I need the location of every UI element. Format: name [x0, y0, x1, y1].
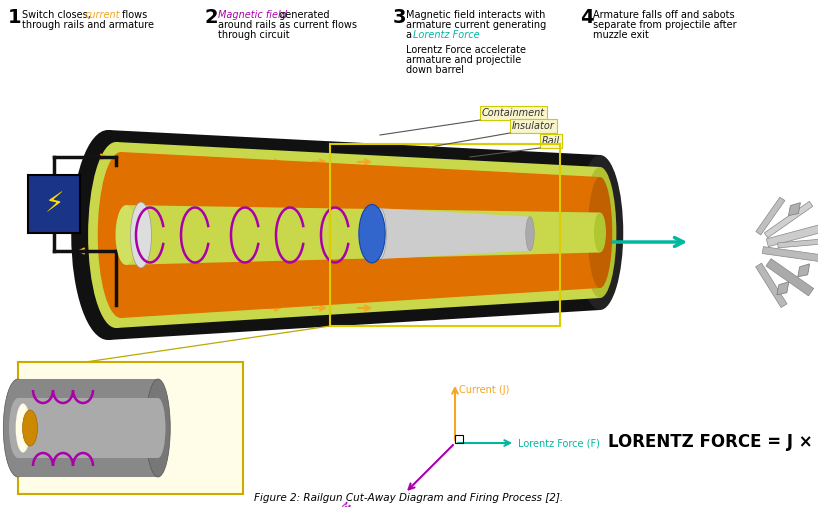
Text: muzzle exit: muzzle exit	[593, 30, 649, 40]
Polygon shape	[778, 238, 818, 248]
Text: armature current generating: armature current generating	[406, 20, 546, 30]
Text: Armature falls off and sabots: Armature falls off and sabots	[593, 10, 735, 20]
Ellipse shape	[71, 130, 145, 340]
Polygon shape	[756, 263, 787, 308]
Ellipse shape	[577, 155, 623, 310]
Ellipse shape	[374, 208, 386, 259]
Text: Magnetic Field (B): Magnetic Field (B)	[339, 501, 403, 507]
Text: a: a	[406, 30, 415, 40]
Text: LORENTZ FORCE = J × B: LORENTZ FORCE = J × B	[608, 433, 818, 451]
Polygon shape	[777, 282, 789, 295]
Ellipse shape	[115, 205, 137, 265]
Ellipse shape	[359, 204, 385, 263]
Text: Rail: Rail	[542, 136, 560, 146]
Ellipse shape	[16, 404, 30, 453]
Polygon shape	[756, 197, 785, 235]
Text: Containment: Containment	[482, 108, 545, 118]
Text: 3: 3	[393, 8, 407, 27]
Ellipse shape	[23, 410, 38, 446]
Ellipse shape	[588, 177, 612, 288]
Text: current: current	[85, 10, 120, 20]
Polygon shape	[764, 201, 813, 238]
Ellipse shape	[88, 142, 144, 328]
Text: Current (J): Current (J)	[459, 385, 510, 395]
Text: Lorentz Force accelerate: Lorentz Force accelerate	[406, 45, 526, 55]
Ellipse shape	[98, 152, 144, 318]
Text: through rails and armature: through rails and armature	[22, 20, 154, 30]
Bar	[18, 362, 243, 494]
Text: around rails as current flows: around rails as current flows	[218, 20, 357, 30]
Text: Insulator: Insulator	[512, 121, 555, 131]
Polygon shape	[762, 246, 818, 263]
Polygon shape	[18, 398, 158, 458]
Text: Switch closes,: Switch closes,	[22, 10, 94, 20]
Text: 4: 4	[580, 8, 594, 27]
Text: Lorentz Force (F): Lorentz Force (F)	[518, 438, 600, 448]
Ellipse shape	[526, 216, 534, 250]
Polygon shape	[798, 264, 810, 277]
Text: ⚡: ⚡	[44, 190, 64, 218]
Polygon shape	[116, 142, 600, 328]
Text: Magnetic field: Magnetic field	[218, 10, 287, 20]
Polygon shape	[380, 208, 530, 259]
Text: 2: 2	[205, 8, 218, 27]
Text: separate from projectile after: separate from projectile after	[593, 20, 737, 30]
Bar	[455, 435, 463, 443]
Polygon shape	[766, 259, 814, 296]
Text: Magnetic field interacts with: Magnetic field interacts with	[406, 10, 546, 20]
Ellipse shape	[3, 379, 33, 477]
Polygon shape	[108, 130, 600, 340]
Polygon shape	[789, 203, 801, 215]
Ellipse shape	[151, 398, 165, 458]
Text: through circuit: through circuit	[218, 30, 290, 40]
Ellipse shape	[583, 167, 617, 298]
Text: armature and projectile: armature and projectile	[406, 55, 521, 65]
Ellipse shape	[131, 202, 151, 268]
Bar	[28, 175, 80, 233]
Ellipse shape	[146, 379, 170, 477]
Ellipse shape	[9, 398, 27, 458]
Bar	[330, 144, 560, 326]
Text: generated: generated	[276, 10, 330, 20]
Polygon shape	[766, 224, 818, 247]
Text: 1: 1	[8, 8, 21, 27]
Polygon shape	[126, 205, 600, 265]
Text: Lorentz Force: Lorentz Force	[413, 30, 479, 40]
Text: flows: flows	[119, 10, 147, 20]
Polygon shape	[121, 152, 600, 318]
Text: down barrel: down barrel	[406, 65, 464, 75]
Polygon shape	[18, 379, 158, 477]
Text: Figure 2: Railgun Cut-Away Diagram and Firing Process [2].: Figure 2: Railgun Cut-Away Diagram and F…	[254, 493, 564, 503]
Ellipse shape	[594, 212, 606, 252]
